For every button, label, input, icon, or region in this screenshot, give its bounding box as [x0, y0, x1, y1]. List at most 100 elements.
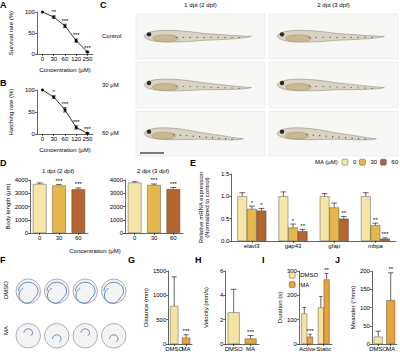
svg-text:1000: 1000 [15, 217, 29, 223]
svg-text:30: 30 [370, 159, 377, 165]
svg-text:**: ** [388, 266, 393, 272]
svg-text:G: G [128, 255, 135, 265]
svg-text:***: *** [170, 181, 178, 187]
svg-text:***: *** [183, 328, 191, 334]
svg-text:***: *** [247, 329, 255, 335]
svg-text:1 dpt (2 dpf): 1 dpt (2 dpf) [42, 168, 74, 174]
svg-text:1500: 1500 [153, 268, 167, 274]
svg-text:***: *** [84, 45, 92, 51]
svg-text:500: 500 [156, 317, 167, 323]
svg-text:0: 0 [32, 51, 36, 57]
svg-text:100: 100 [287, 317, 298, 323]
svg-text:4000: 4000 [110, 177, 124, 183]
svg-text:***: *** [307, 328, 315, 334]
svg-text:1.0: 1.0 [221, 193, 230, 199]
svg-text:4: 4 [220, 292, 224, 298]
svg-text:30: 30 [50, 136, 57, 142]
svg-text:Active: Active [299, 346, 316, 352]
svg-text:60: 60 [391, 159, 398, 165]
svg-text:120: 120 [71, 136, 82, 142]
svg-text:2: 2 [220, 317, 224, 323]
svg-text:0: 0 [220, 341, 224, 347]
svg-text:0: 0 [133, 235, 137, 241]
svg-text:0: 0 [38, 235, 42, 241]
svg-text:***: *** [61, 101, 69, 107]
svg-text:DMSO: DMSO [300, 272, 318, 278]
svg-text:200: 200 [360, 268, 371, 274]
svg-text:Survival rate (%): Survival rate (%) [8, 11, 14, 55]
svg-text:H: H [195, 255, 202, 265]
svg-text:MA: MA [246, 346, 255, 352]
svg-text:100: 100 [360, 305, 371, 311]
svg-text:2000: 2000 [110, 204, 124, 210]
svg-text:Hatching rate (%): Hatching rate (%) [8, 89, 14, 136]
svg-text:Concentration (μM): Concentration (μM) [39, 67, 90, 73]
svg-text:J: J [335, 255, 340, 265]
svg-text:**: ** [373, 217, 378, 223]
svg-text:MA: MA [182, 346, 191, 352]
svg-text:gfap: gfap [328, 243, 340, 249]
svg-text:60: 60 [75, 235, 82, 241]
svg-text:1000: 1000 [153, 292, 167, 298]
svg-text:Meander (°/mm): Meander (°/mm) [350, 286, 356, 329]
svg-text:0.0: 0.0 [221, 238, 230, 244]
svg-text:Velocity (mm/s): Velocity (mm/s) [203, 287, 209, 328]
svg-text:30: 30 [56, 235, 63, 241]
svg-text:***: *** [61, 18, 69, 24]
svg-text:MA: MA [300, 282, 309, 288]
svg-text:DMSO: DMSO [369, 346, 387, 352]
svg-text:3000: 3000 [15, 190, 29, 196]
svg-text:A: A [0, 0, 7, 10]
svg-text:100: 100 [25, 87, 36, 93]
svg-text:MA (μM): MA (μM) [315, 159, 338, 165]
svg-text:Concentration (μM): Concentration (μM) [69, 248, 120, 254]
svg-text:*: * [251, 200, 254, 206]
svg-text:50: 50 [363, 323, 370, 329]
svg-text:DMSO: DMSO [225, 346, 243, 352]
svg-text:1.5: 1.5 [221, 171, 230, 177]
svg-text:250: 250 [82, 136, 93, 142]
svg-text:mbpa: mbpa [368, 243, 384, 249]
svg-text:***: *** [150, 177, 158, 183]
svg-text:**: ** [341, 210, 346, 216]
svg-text:elavl3: elavl3 [244, 243, 260, 249]
svg-text:30: 30 [151, 235, 158, 241]
svg-text:E: E [190, 158, 196, 168]
svg-text:**: ** [300, 223, 305, 229]
svg-text:3000: 3000 [110, 190, 124, 196]
svg-text:200: 200 [287, 292, 298, 298]
svg-text:**: ** [324, 267, 329, 273]
svg-text:*: * [292, 218, 295, 224]
svg-text:***: *** [55, 178, 63, 184]
svg-text:Duration (s): Duration (s) [277, 292, 283, 323]
svg-text:*: * [53, 89, 56, 95]
svg-text:***: *** [84, 126, 92, 132]
svg-text:MA: MA [386, 346, 395, 352]
svg-text:I: I [262, 255, 265, 265]
svg-text:**: ** [51, 9, 56, 15]
svg-text:Static: Static [316, 346, 331, 352]
svg-text:0: 0 [353, 159, 357, 165]
svg-text:250: 250 [82, 56, 93, 62]
svg-text:Body length (μm): Body length (μm) [5, 184, 11, 230]
svg-text:0: 0 [25, 230, 29, 236]
svg-text:60: 60 [62, 56, 69, 62]
svg-text:2000: 2000 [15, 204, 29, 210]
svg-text:0: 0 [32, 131, 36, 137]
svg-text:6: 6 [220, 268, 224, 274]
svg-text:***: *** [382, 231, 390, 237]
svg-text:0: 0 [41, 56, 45, 62]
svg-text:50: 50 [28, 109, 35, 115]
svg-text:***: *** [75, 181, 83, 187]
svg-text:gap43: gap43 [285, 243, 302, 249]
svg-text:50: 50 [28, 30, 35, 36]
svg-text:*: * [260, 202, 263, 208]
svg-text:150: 150 [360, 286, 371, 292]
svg-text:(Normalized to control): (Normalized to control) [204, 177, 210, 238]
svg-text:D: D [0, 158, 7, 168]
svg-text:100: 100 [25, 9, 36, 15]
svg-text:30: 30 [50, 56, 57, 62]
svg-text:B: B [0, 78, 7, 88]
svg-text:0: 0 [120, 230, 124, 236]
svg-text:2 dpt (3 dpf): 2 dpt (3 dpf) [137, 168, 169, 174]
